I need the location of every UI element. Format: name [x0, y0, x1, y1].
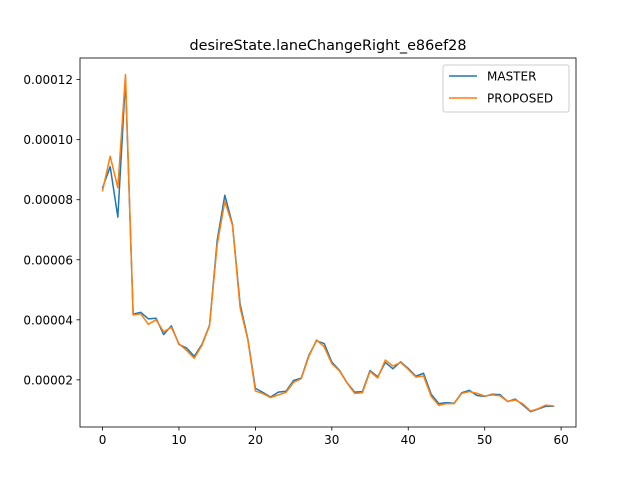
x-tick-label: 30: [324, 433, 339, 447]
y-tick-label: 0.00004: [23, 313, 73, 327]
legend-label-master: MASTER: [487, 70, 536, 84]
plot-area: [101, 73, 555, 413]
y-tick-label: 0.00010: [23, 133, 73, 147]
chart-title: desireState.laneChangeRight_e86ef28: [190, 38, 467, 54]
legend: MASTER PROPOSED: [442, 64, 570, 113]
x-tick-label: 40: [401, 433, 416, 447]
y-tick-label: 0.00012: [23, 73, 73, 87]
y-tick-label: 0.00002: [23, 373, 73, 387]
axes: 0 10 20 30 40 50 60 0.00002 0.00004 0.00006 0.0000…: [23, 57, 577, 447]
axes-frame: [79, 57, 577, 428]
x-tick-label: 20: [248, 433, 263, 447]
x-tick-label: 50: [477, 433, 492, 447]
y-tick-label: 0.00006: [23, 253, 73, 267]
y-tick-label: 0.00008: [23, 193, 73, 207]
x-tick-label: 0: [99, 433, 107, 447]
x-tick-label: 60: [553, 433, 568, 447]
series-line-proposed: [101, 73, 555, 412]
legend-label-proposed: PROPOSED: [487, 92, 553, 106]
x-tick-label: 10: [171, 433, 186, 447]
